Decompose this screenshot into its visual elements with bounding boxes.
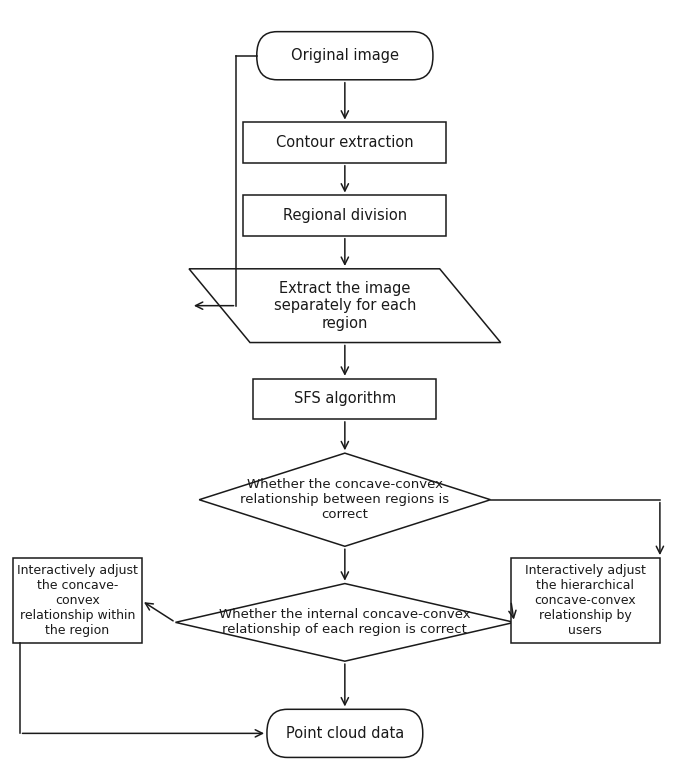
FancyBboxPatch shape <box>267 710 423 757</box>
Text: Regional division: Regional division <box>283 208 407 223</box>
Polygon shape <box>175 583 514 661</box>
Text: Point cloud data: Point cloud data <box>286 726 404 741</box>
Text: Whether the concave-convex
relationship between regions is
correct: Whether the concave-convex relationship … <box>240 478 449 521</box>
Bar <box>253 379 436 419</box>
Text: Contour extraction: Contour extraction <box>276 136 414 150</box>
Polygon shape <box>189 269 501 343</box>
Text: SFS algorithm: SFS algorithm <box>294 391 396 407</box>
Bar <box>243 196 447 236</box>
Text: Extract the image
separately for each
region: Extract the image separately for each re… <box>274 280 416 330</box>
Text: Interactively adjust
the hierarchical
concave-convex
relationship by
users: Interactively adjust the hierarchical co… <box>525 564 646 637</box>
Text: Original image: Original image <box>291 48 399 63</box>
Bar <box>13 558 142 643</box>
FancyBboxPatch shape <box>257 32 433 79</box>
Bar <box>511 558 660 643</box>
Text: Interactively adjust
the concave-
convex
relationship within
the region: Interactively adjust the concave- convex… <box>17 564 138 637</box>
Polygon shape <box>199 453 490 546</box>
Text: Whether the internal concave-convex
relationship of each region is correct: Whether the internal concave-convex rela… <box>219 608 471 636</box>
Bar <box>243 122 447 163</box>
